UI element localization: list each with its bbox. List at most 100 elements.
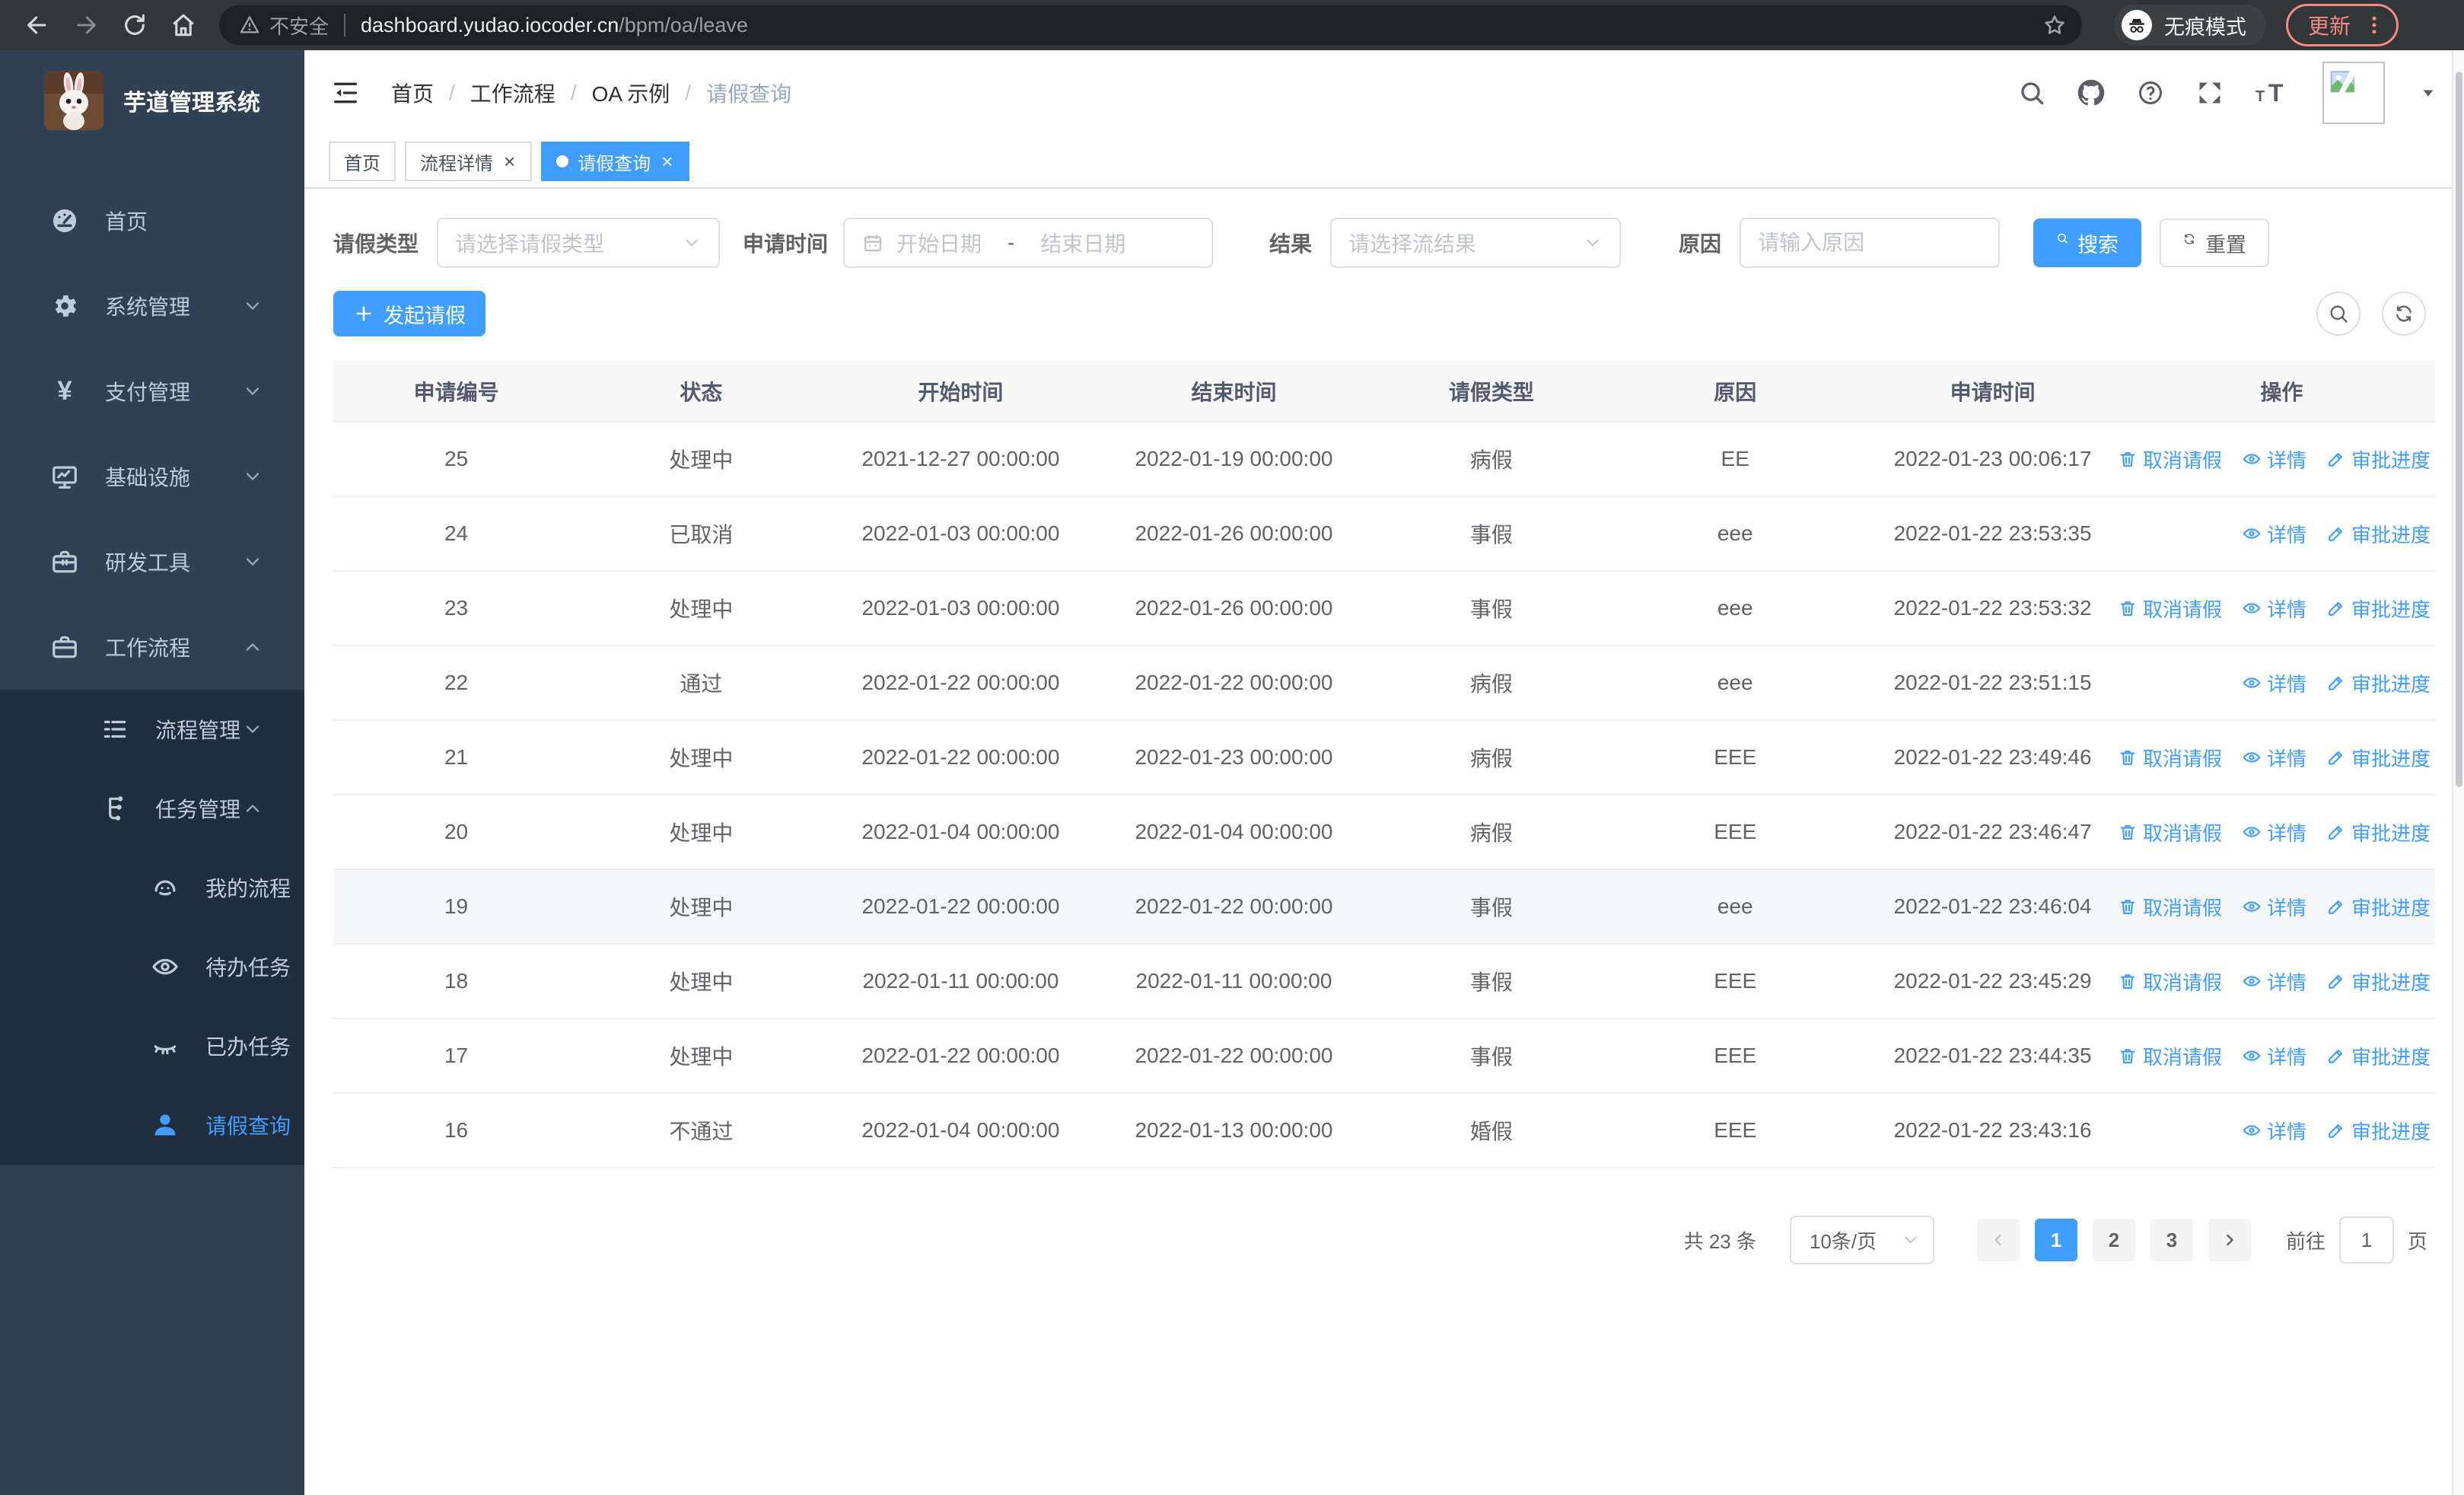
cancel-leave-link[interactable]: 取消请假: [2118, 445, 2222, 473]
tab-首页[interactable]: 首页: [329, 142, 396, 181]
create-leave-button[interactable]: 发起请假: [333, 291, 485, 336]
close-icon[interactable]: ×: [661, 150, 673, 173]
browser-menu-dots-icon[interactable]: [2363, 14, 2386, 37]
browser-back-icon[interactable]: [24, 12, 50, 38]
sidebar-item-首页[interactable]: 首页: [0, 178, 304, 263]
progress-link[interactable]: 审批进度: [2326, 669, 2431, 697]
github-icon[interactable]: [2077, 79, 2105, 107]
bookmark-star-icon[interactable]: [2042, 13, 2067, 37]
cell-end: 2022-01-22 00:00:00: [1098, 1018, 1370, 1094]
progress-link[interactable]: 审批进度: [2326, 1042, 2431, 1070]
breadcrumb-item[interactable]: 工作流程: [470, 82, 556, 106]
cancel-leave-link[interactable]: 取消请假: [2118, 744, 2222, 772]
help-icon[interactable]: [2137, 79, 2164, 107]
prev-page-button[interactable]: [1976, 1219, 2020, 1261]
breadcrumb-item[interactable]: 首页: [391, 82, 435, 106]
reset-button[interactable]: 重置: [2160, 218, 2270, 267]
cell-start: 2022-01-22 00:00:00: [823, 1018, 1099, 1094]
sidebar-item-任务管理[interactable]: 任务管理: [0, 769, 304, 848]
security-label[interactable]: 不安全: [269, 14, 329, 38]
page-size-select[interactable]: 10条/页: [1789, 1216, 1934, 1264]
flow-result-select[interactable]: 请选择流结果: [1330, 218, 1622, 268]
progress-link[interactable]: 审批进度: [2326, 967, 2431, 996]
url-path[interactable]: /bpm/oa/leave: [619, 13, 748, 37]
svg-text:¥: ¥: [57, 377, 72, 406]
browser-update-button[interactable]: 更新: [2286, 4, 2399, 46]
detail-link[interactable]: 详情: [2242, 1117, 2306, 1145]
detail-link[interactable]: 详情: [2242, 893, 2306, 921]
sidebar-item-研发工具[interactable]: 研发工具: [0, 519, 304, 604]
detail-link[interactable]: 详情: [2242, 445, 2306, 473]
detail-link[interactable]: 详情: [2242, 669, 2306, 697]
detail-link[interactable]: 详情: [2242, 1042, 2306, 1070]
tab-流程详情[interactable]: 流程详情 ×: [405, 142, 533, 181]
progress-link[interactable]: 审批进度: [2326, 520, 2431, 548]
detail-link[interactable]: 详情: [2242, 744, 2306, 772]
next-page-button[interactable]: [2208, 1219, 2251, 1261]
table-row: 23 处理中 2022-01-03 00:00:00 2022-01-26 00:00…: [333, 571, 2435, 646]
page-button-3[interactable]: 3: [2150, 1219, 2193, 1261]
end-date-placeholder[interactable]: 结束日期: [1040, 232, 1126, 256]
progress-link[interactable]: 审批进度: [2326, 818, 2431, 846]
cancel-leave-link[interactable]: 取消请假: [2118, 893, 2222, 921]
list-icon: [100, 715, 129, 744]
detail-link[interactable]: 详情: [2242, 520, 2306, 548]
user-avatar-broken-image[interactable]: [2322, 62, 2385, 124]
search-button[interactable]: 搜索: [2033, 218, 2142, 267]
cancel-leave-link[interactable]: 取消请假: [2118, 594, 2222, 623]
progress-link[interactable]: 审批进度: [2326, 594, 2431, 623]
close-icon[interactable]: ×: [504, 150, 516, 173]
avatar-caret-down-icon[interactable]: [2420, 84, 2437, 101]
fullscreen-icon[interactable]: [2196, 79, 2224, 107]
column-header-原因: 原因: [1613, 361, 1858, 422]
sidebar-item-系统管理[interactable]: 系统管理: [0, 263, 304, 349]
detail-link[interactable]: 详情: [2242, 594, 2306, 623]
sidebar-item-请假查询[interactable]: 请假查询: [0, 1085, 304, 1165]
sidebar-item-流程管理[interactable]: 流程管理: [0, 690, 304, 769]
sidebar-item-已办任务[interactable]: 已办任务: [0, 1006, 304, 1085]
toggle-search-button[interactable]: [2316, 292, 2361, 336]
progress-link[interactable]: 审批进度: [2326, 445, 2431, 473]
sidebar-item-支付管理[interactable]: ¥ 支付管理: [0, 349, 304, 434]
breadcrumb-item[interactable]: OA 示例: [591, 82, 670, 106]
cancel-leave-link[interactable]: 取消请假: [2118, 967, 2222, 996]
apply-time-range-picker[interactable]: 开始日期 - 结束日期: [843, 218, 1214, 268]
start-date-placeholder[interactable]: 开始日期: [896, 232, 982, 256]
progress-link[interactable]: 审批进度: [2326, 1117, 2431, 1145]
eye-icon: [2242, 748, 2262, 767]
tab-请假查询[interactable]: 请假查询 ×: [541, 142, 690, 181]
cancel-leave-link[interactable]: 取消请假: [2118, 1042, 2222, 1070]
browser-reload-icon[interactable]: [122, 12, 148, 38]
trash-icon: [2118, 822, 2138, 842]
eye-icon: [2242, 449, 2262, 469]
browser-forward-icon[interactable]: [73, 12, 99, 38]
detail-link[interactable]: 详情: [2242, 967, 2306, 996]
detail-link[interactable]: 详情: [2242, 818, 2306, 846]
sidebar-item-我的流程[interactable]: 我的流程: [0, 848, 304, 927]
leave-type-select[interactable]: 请选择请假类型: [437, 218, 721, 268]
action-label: 详情: [2266, 523, 2306, 547]
progress-link[interactable]: 审批进度: [2326, 893, 2431, 921]
cell-status: 处理中: [579, 422, 823, 497]
cell-start: 2022-01-22 00:00:00: [823, 869, 1099, 945]
reason-input[interactable]: [1740, 218, 2001, 268]
page-button-1[interactable]: 1: [2034, 1219, 2077, 1261]
goto-page-input[interactable]: [2338, 1216, 2394, 1264]
logo-row[interactable]: 芋道管理系统: [0, 50, 304, 151]
progress-link[interactable]: 审批进度: [2326, 744, 2431, 772]
cell-type: 事假: [1369, 944, 1614, 1019]
page-button-2[interactable]: 2: [2092, 1219, 2135, 1261]
scrollbar-thumb[interactable]: [2456, 72, 2462, 787]
refresh-table-button[interactable]: [2382, 292, 2426, 336]
url-host[interactable]: dashboard.yudao.iocoder.cn: [361, 13, 619, 37]
cancel-leave-link[interactable]: 取消请假: [2118, 818, 2222, 846]
browser-home-icon[interactable]: [170, 12, 196, 38]
sidebar-item-待办任务[interactable]: 待办任务: [0, 927, 304, 1006]
sidebar-item-工作流程[interactable]: 工作流程: [0, 604, 304, 690]
sidebar-item-基础设施[interactable]: 基础设施: [0, 434, 304, 519]
header-search-icon[interactable]: [2018, 79, 2045, 107]
page-scrollbar[interactable]: [2452, 50, 2464, 1495]
address-bar[interactable]: 不安全 dashboard.yudao.iocoder.cn/bpm/oa/le…: [219, 5, 2082, 45]
sidebar-fold-icon[interactable]: [330, 78, 361, 108]
